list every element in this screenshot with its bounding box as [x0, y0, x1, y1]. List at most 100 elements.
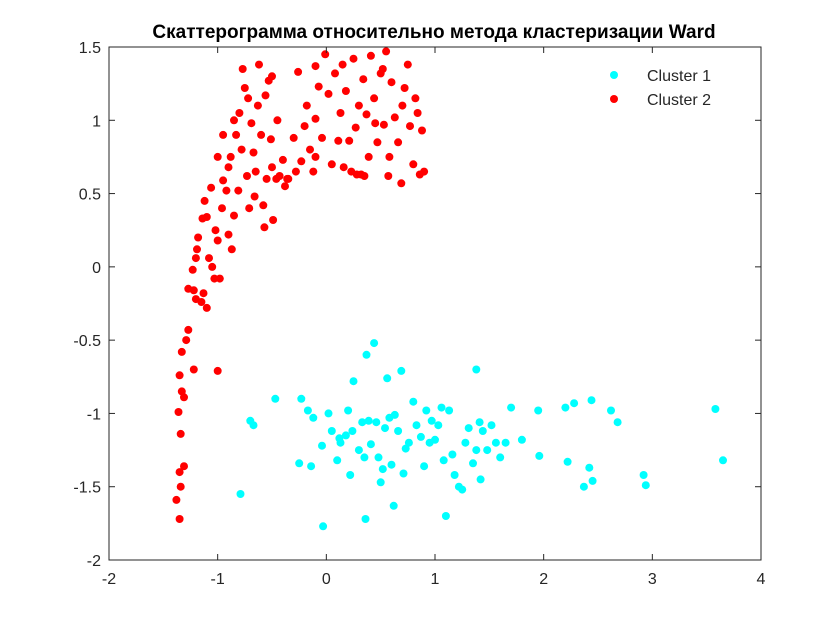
data-point	[378, 65, 387, 73]
data-point	[401, 444, 410, 453]
data-point	[472, 446, 481, 455]
data-point	[243, 172, 251, 180]
data-point	[324, 89, 333, 98]
data-point	[234, 186, 243, 195]
data-point	[381, 424, 389, 433]
data-point	[475, 418, 484, 427]
points-layer	[172, 47, 727, 531]
data-point	[390, 410, 399, 419]
data-point	[458, 485, 467, 494]
data-point	[211, 226, 220, 235]
data-point	[383, 374, 392, 383]
data-point	[230, 211, 238, 220]
data-point	[174, 408, 183, 416]
data-point	[366, 440, 375, 449]
data-point	[255, 60, 263, 69]
data-point	[259, 201, 268, 210]
y-tick-label: 0.5	[79, 187, 101, 204]
legend-label: Cluster 2	[647, 92, 711, 109]
data-point	[240, 84, 249, 92]
data-point	[387, 78, 396, 87]
data-point	[579, 482, 588, 491]
data-point	[200, 196, 209, 205]
data-point	[184, 325, 193, 334]
data-point	[434, 421, 443, 430]
data-point	[563, 457, 572, 466]
data-point	[176, 429, 185, 438]
data-point	[372, 418, 381, 427]
data-point	[176, 482, 185, 491]
data-point	[339, 163, 348, 172]
data-point	[269, 216, 278, 224]
data-point	[427, 416, 436, 425]
data-point	[441, 512, 450, 520]
data-point	[394, 427, 403, 435]
data-point	[416, 432, 425, 441]
data-point	[409, 397, 418, 406]
data-point	[483, 446, 492, 455]
data-point	[364, 152, 373, 161]
data-point	[177, 347, 186, 356]
data-point	[445, 406, 454, 415]
data-point	[366, 51, 375, 60]
data-point	[711, 405, 720, 413]
data-point	[400, 84, 409, 92]
data-point	[719, 456, 727, 465]
data-point	[205, 254, 213, 263]
data-point	[227, 245, 236, 254]
x-tick-label: 4	[757, 571, 766, 588]
data-point	[411, 94, 420, 103]
data-point	[275, 172, 284, 180]
data-point	[607, 406, 615, 415]
data-point	[362, 110, 371, 119]
data-point	[371, 119, 380, 128]
data-point	[245, 204, 254, 213]
data-point	[297, 394, 306, 403]
data-point	[306, 145, 314, 154]
data-point	[193, 245, 201, 254]
data-point	[180, 393, 188, 402]
data-point	[295, 459, 304, 468]
data-point	[439, 456, 448, 465]
data-point	[333, 456, 342, 465]
data-point	[213, 152, 222, 161]
data-point	[303, 406, 312, 415]
data-point	[222, 186, 231, 195]
axes-layer: -2 -1 0 1 2 3 4 -2 -1.5 -1 -0.5 0 0.5 1 1.5	[73, 40, 765, 588]
data-point	[321, 50, 330, 59]
data-point	[175, 468, 184, 477]
data-point	[291, 167, 300, 176]
data-point	[331, 69, 339, 78]
data-point	[268, 163, 276, 172]
data-point	[461, 438, 470, 447]
data-point	[346, 471, 355, 479]
data-point	[437, 403, 446, 412]
data-point	[182, 336, 191, 345]
x-tick-label: -1	[211, 571, 225, 588]
data-point	[361, 515, 370, 523]
data-point	[224, 230, 233, 239]
data-point	[491, 438, 500, 447]
data-point	[324, 409, 333, 418]
data-point	[311, 62, 320, 71]
data-point	[338, 60, 347, 69]
data-point	[175, 371, 184, 380]
data-point	[281, 182, 289, 191]
data-point	[341, 87, 350, 95]
data-point	[370, 94, 379, 103]
data-point	[334, 136, 343, 145]
chart-title: Скаттерограмма относительно метода класт…	[152, 22, 715, 43]
x-tick-label: -2	[102, 571, 116, 588]
data-point	[213, 236, 222, 245]
data-point	[257, 130, 266, 139]
data-point	[348, 427, 357, 435]
data-point	[478, 427, 487, 435]
data-point	[327, 160, 336, 169]
data-point	[397, 179, 406, 188]
data-point	[307, 462, 316, 471]
data-point	[588, 476, 597, 485]
data-point	[354, 446, 363, 455]
y-tick-label: 1.5	[79, 40, 101, 57]
x-tick-label: 1	[431, 571, 440, 588]
data-point	[208, 262, 217, 271]
